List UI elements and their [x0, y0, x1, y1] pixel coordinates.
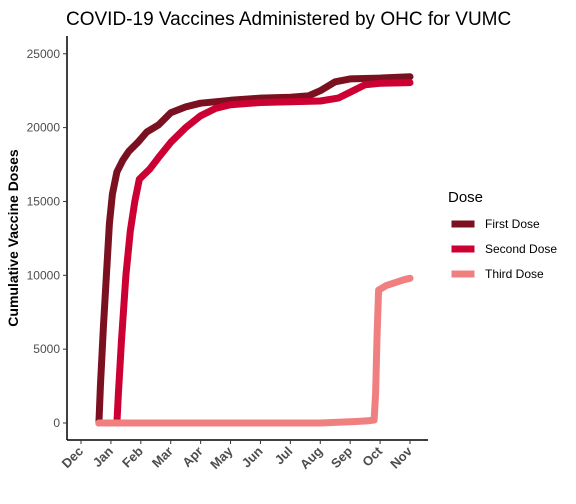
chart-title: COVID-19 Vaccines Administered by OHC fo… [66, 9, 511, 30]
series-line-third-dose [95, 274, 414, 427]
x-tick-label: Dec [59, 444, 86, 471]
series-line-first-dose [95, 73, 414, 427]
y-tick-label: 15000 [27, 194, 61, 208]
x-tick-label: Apr [179, 444, 205, 470]
x-tick-label: May [207, 443, 236, 472]
x-tick-label: Jan [90, 443, 116, 469]
y-tick-label: 20000 [27, 121, 61, 135]
y-tick-label: 10000 [27, 268, 61, 282]
y-ticks: 0 5000 10000 15000 20000 25000 [27, 47, 67, 430]
legend-label: Third Dose [485, 267, 544, 281]
y-tick-label: 25000 [27, 47, 61, 61]
x-tick-label: Nov [387, 443, 416, 472]
x-tick-label: Oct [359, 443, 385, 469]
x-tick-label: Feb [119, 443, 146, 470]
x-tick-label: Mar [149, 444, 176, 471]
x-tick-label: Sep [328, 443, 356, 471]
legend-items: First Dose Second Dose Third Dose [451, 217, 557, 281]
x-tick-label: Jul [272, 444, 296, 468]
x-tick-label: Aug [297, 443, 326, 472]
legend: Dose First Dose Second Dose Third Dose [448, 189, 557, 281]
y-axis-label: Cumulative Vaccine Doses [5, 149, 21, 327]
x-tick-label: Jun [239, 443, 266, 470]
plot-area [95, 73, 414, 427]
x-ticks: Dec Jan Feb Mar Apr May Jun Jul Aug Sep Oct Nov [59, 440, 416, 472]
y-tick-label: 5000 [33, 342, 60, 356]
series-line-second-dose [113, 79, 414, 427]
legend-label: First Dose [485, 217, 540, 231]
legend-title: Dose [448, 189, 483, 206]
y-tick-label: 0 [53, 416, 60, 430]
legend-label: Second Dose [485, 242, 557, 256]
